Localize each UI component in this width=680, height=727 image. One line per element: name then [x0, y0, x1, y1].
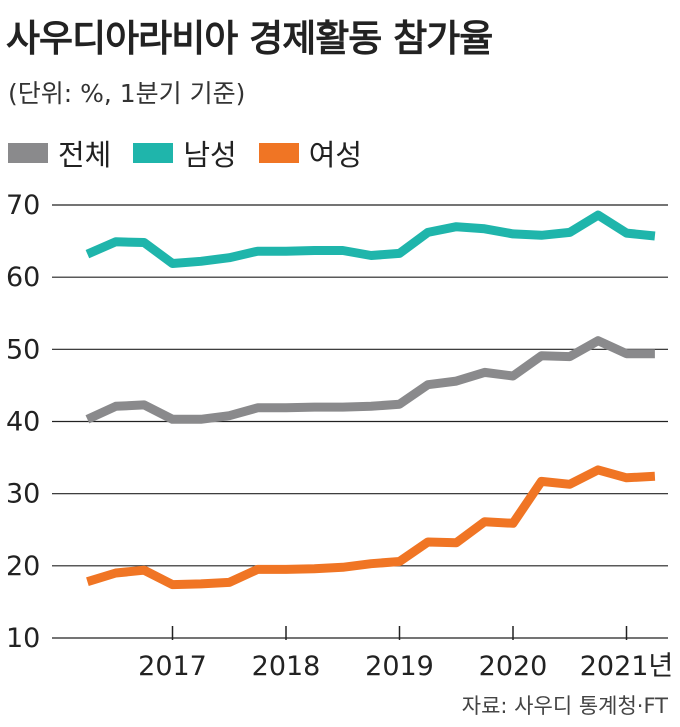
legend-item-male: 남성	[133, 132, 237, 174]
y-axis-labels: 10 20 30 40 50 60 70	[6, 190, 40, 654]
chart-subtitle: (단위: %, 1분기 기준)	[8, 79, 246, 108]
y-tick-label-30: 30	[6, 479, 40, 510]
x-tick-label-4: 2021년	[580, 651, 674, 682]
legend-label-male: 남성	[183, 138, 237, 172]
series-line-2	[86, 465, 656, 590]
legend-swatch-male	[133, 143, 174, 163]
legend-swatch-female	[258, 143, 299, 163]
legend: 전체 남성 여성	[8, 132, 384, 174]
y-tick-label-40: 40	[6, 407, 40, 438]
series-line-0	[85, 336, 655, 424]
y-tick-label-10: 10	[6, 623, 40, 654]
y-tick-label-60: 60	[6, 262, 40, 293]
source-note: 자료: 사우디 통계청·FT	[461, 694, 668, 718]
y-tick-label-20: 20	[6, 551, 40, 582]
y-tick-label-70: 70	[6, 190, 40, 221]
legend-label-total: 전체	[58, 138, 112, 172]
chart-title: 사우디아라비아 경제활동 참가율	[6, 17, 493, 60]
series-lines	[85, 210, 656, 590]
y-tick-label-50: 50	[6, 334, 40, 365]
legend-item-female: 여성	[258, 132, 363, 174]
legend-item-total: 전체	[8, 132, 111, 174]
series-line-1	[85, 210, 656, 268]
legend-label-female: 여성	[308, 138, 363, 172]
legend-swatch-total	[8, 143, 48, 163]
x-tick-label-2: 2019	[365, 651, 434, 682]
x-tick-label-0: 2017	[138, 651, 207, 682]
x-axis: 2017 2018 2019 2020 2021년	[138, 626, 673, 682]
x-tick-label-1: 2018	[252, 651, 321, 682]
x-tick-label-3: 2020	[479, 651, 548, 682]
